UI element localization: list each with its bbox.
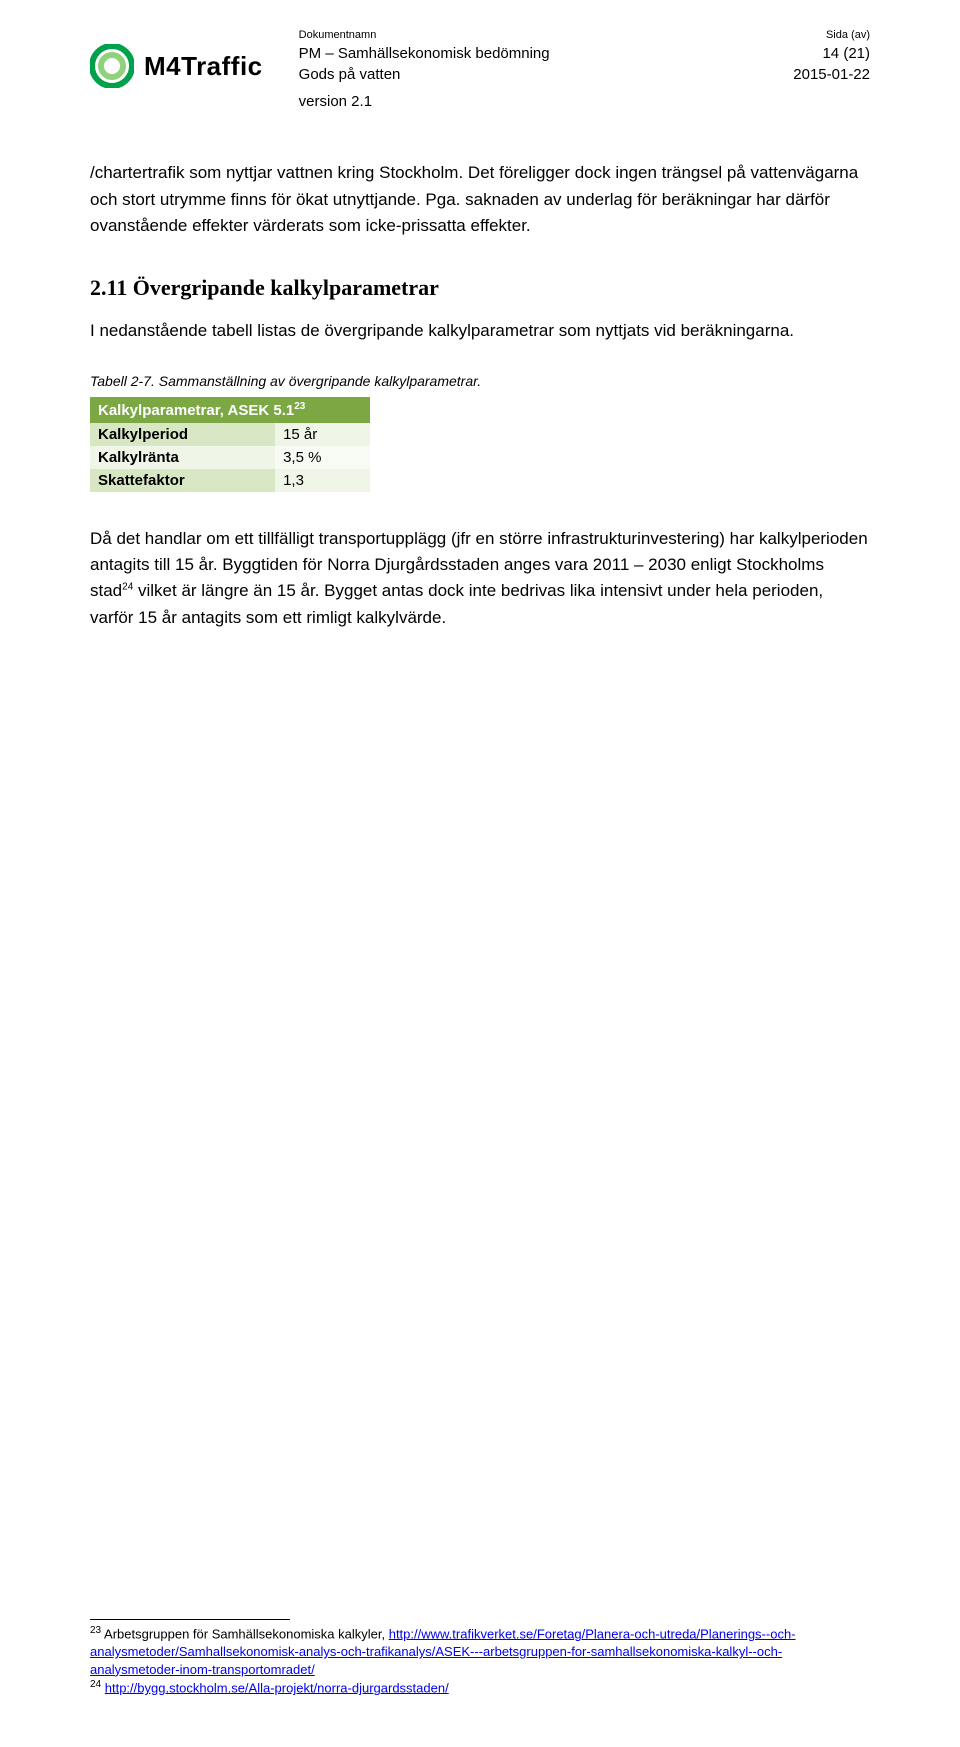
logo-icon (90, 44, 134, 88)
footnotes: 23 Arbetsgruppen för Samhällsekonomiska … (90, 1619, 870, 1697)
doc-title-2: Gods på vatten (299, 64, 401, 85)
table-row: Skattefaktor 1,3 (90, 469, 370, 492)
table-row: Kalkylränta 3,5 % (90, 446, 370, 469)
param-label: Kalkylperiod (90, 423, 275, 446)
paragraph-2: I nedanstående tabell listas de övergrip… (90, 318, 870, 344)
para3-part2: vilket är längre än 15 år. Bygget antas … (90, 581, 823, 626)
document-page: M4Traffic Dokumentnamn Sida (av) PM – Sa… (0, 0, 960, 1747)
params-table: Kalkylparametrar, ASEK 5.123 Kalkylperio… (90, 397, 370, 492)
footnote-divider (90, 1619, 290, 1620)
doc-version: version 2.1 (299, 93, 372, 110)
paragraph-1: /chartertrafik som nyttjar vattnen kring… (90, 160, 870, 239)
para3-sup: 24 (122, 582, 133, 593)
param-value: 15 år (275, 423, 370, 446)
table-caption: Tabell 2-7. Sammanställning av övergripa… (90, 373, 870, 389)
brand-name: M4Traffic (144, 51, 263, 82)
table-header-cell: Kalkylparametrar, ASEK 5.123 (90, 397, 370, 423)
fn24-num: 24 (90, 1679, 101, 1690)
header-meta: Dokumentnamn Sida (av) PM – Samhällsekon… (299, 28, 870, 112)
fn23-num: 23 (90, 1625, 101, 1636)
page-number: 14 (21) (822, 43, 870, 64)
doc-title-1: PM – Samhällsekonomisk bedömning (299, 43, 550, 64)
param-label: Skattefaktor (90, 469, 275, 492)
footnote-23: 23 Arbetsgruppen för Samhällsekonomiska … (90, 1624, 870, 1678)
paragraph-3: Då det handlar om ett tillfälligt transp… (90, 526, 870, 631)
page-header: M4Traffic Dokumentnamn Sida (av) PM – Sa… (90, 28, 870, 112)
param-value: 3,5 % (275, 446, 370, 469)
fn24-link[interactable]: http://bygg.stockholm.se/Alla-projekt/no… (105, 1680, 449, 1695)
doc-date: 2015-01-22 (793, 64, 870, 85)
param-label: Kalkylränta (90, 446, 275, 469)
page-label: Sida (av) (826, 28, 870, 43)
table-row: Kalkylperiod 15 år (90, 423, 370, 446)
logo-block: M4Traffic (90, 44, 263, 88)
doc-label: Dokumentnamn (299, 28, 377, 43)
fn23-text: Arbetsgruppen för Samhällsekonomiska kal… (101, 1626, 389, 1641)
param-value: 1,3 (275, 469, 370, 492)
table-header-text: Kalkylparametrar, ASEK 5.1 (98, 402, 294, 419)
table-header-sup: 23 (294, 401, 305, 412)
footnote-24: 24 http://bygg.stockholm.se/Alla-projekt… (90, 1678, 870, 1697)
section-heading: 2.11 Övergripande kalkylparametrar (90, 275, 870, 301)
